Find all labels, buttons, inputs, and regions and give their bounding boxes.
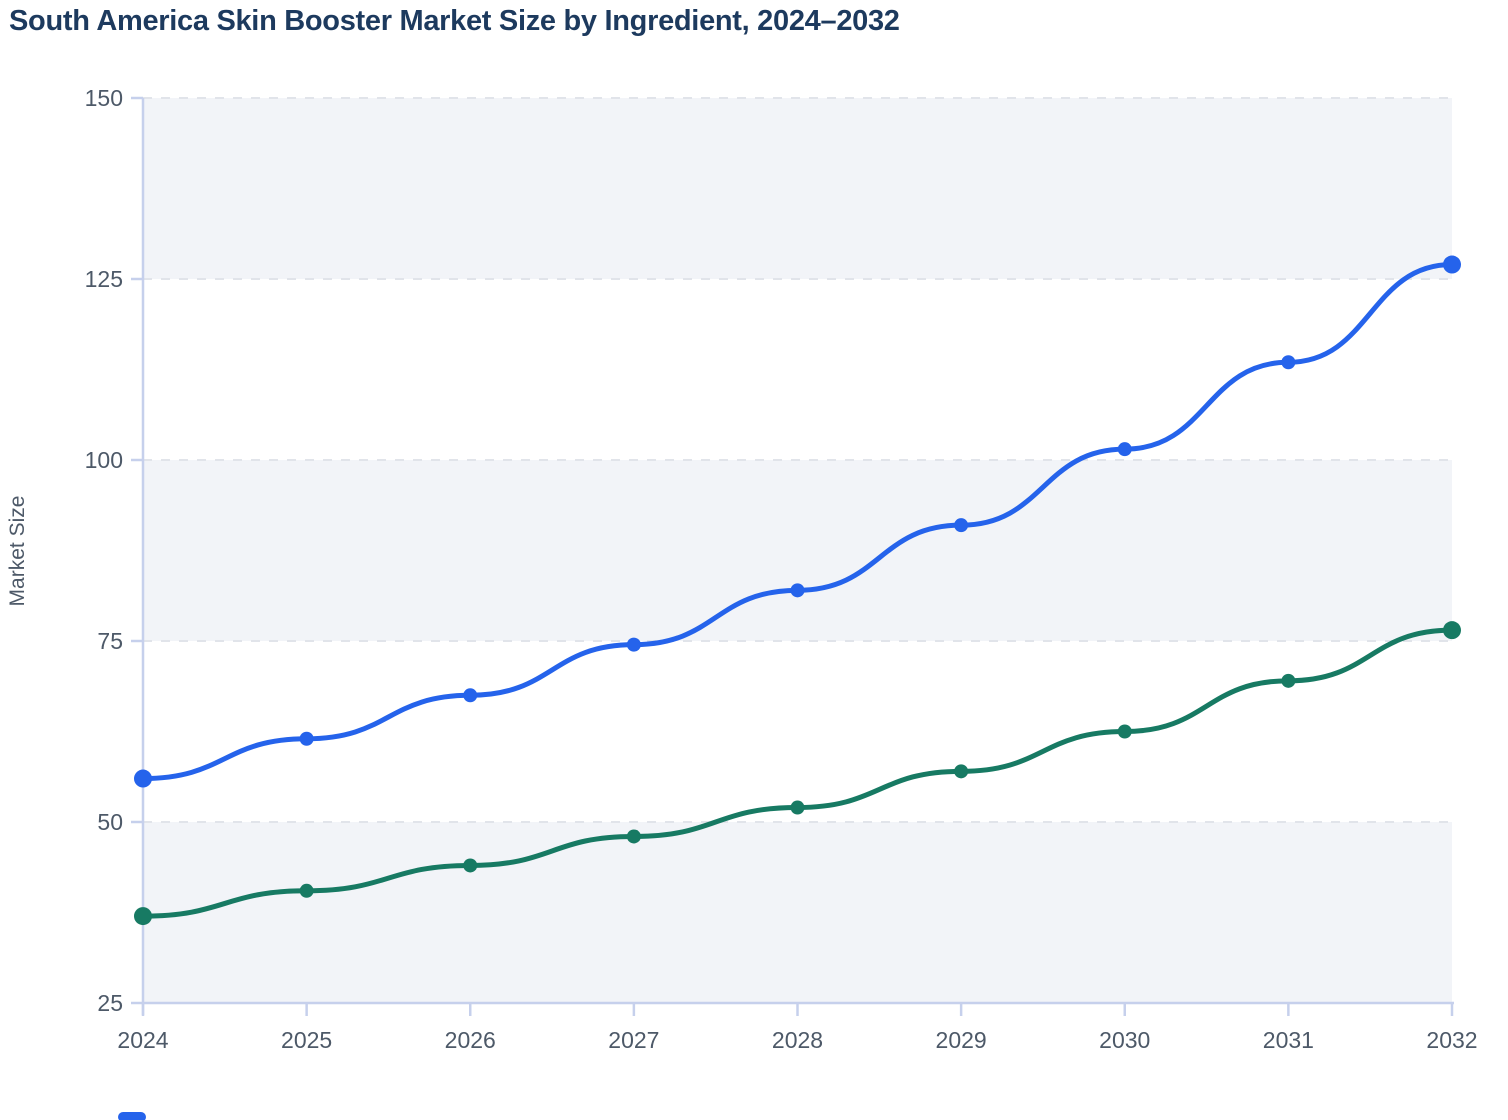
plot-band [143,822,1452,1003]
data-point-green-2032 [1443,621,1461,640]
y-tick-label-50: 50 [97,809,123,835]
y-tick-label-125: 125 [85,266,123,292]
x-tick-label-2024: 2024 [117,1027,168,1053]
data-point-green-2031 [1281,673,1296,688]
data-point-green-2030 [1117,724,1132,739]
data-point-blue-2032 [1443,255,1461,274]
y-tick-label-25: 25 [97,990,123,1016]
x-tick-label-2032: 2032 [1426,1027,1477,1053]
series-line-green [140,627,1455,919]
y-tick-label-75: 75 [97,628,123,654]
data-point-blue-2027 [626,637,641,652]
legend-swatch-clipped [118,1112,146,1120]
data-point-blue-2028 [790,583,805,598]
data-point-green-2029 [954,764,969,779]
data-point-blue-2025 [299,731,314,746]
data-point-green-2028 [790,800,805,815]
data-point-green-2026 [463,858,478,873]
x-tick-label-2025: 2025 [281,1027,332,1053]
x-tick-label-2029: 2029 [936,1027,987,1053]
y-tick-label-100: 100 [85,447,123,473]
x-tick-label-2030: 2030 [1099,1027,1150,1053]
data-point-blue-2024 [134,769,152,788]
series-line-blue [140,262,1455,782]
data-point-blue-2029 [954,518,969,533]
data-point-green-2025 [299,883,314,898]
data-point-blue-2030 [1117,442,1132,457]
data-point-blue-2026 [463,688,478,703]
data-point-blue-2031 [1281,355,1296,370]
x-tick-label-2028: 2028 [772,1027,823,1053]
plot-band [143,98,1452,279]
x-tick-label-2026: 2026 [445,1027,496,1053]
x-tick-label-2031: 2031 [1263,1027,1314,1053]
plot-band [143,460,1452,641]
data-point-green-2024 [134,907,152,926]
chart-title: South America Skin Booster Market Size b… [9,5,900,37]
data-point-green-2027 [626,829,641,844]
x-tick-label-2027: 2027 [608,1027,659,1053]
y-tick-label-150: 150 [85,85,123,111]
